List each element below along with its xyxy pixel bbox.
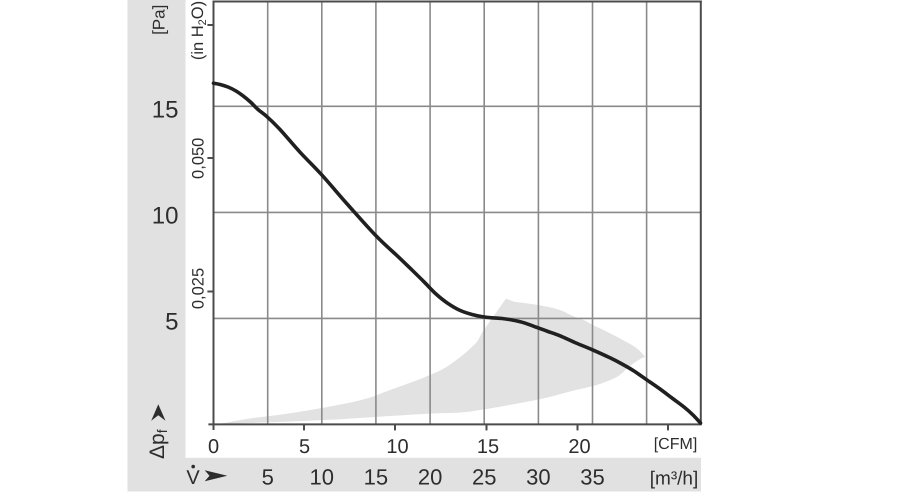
svg-text:0,025: 0,025 — [190, 268, 208, 309]
svg-text:5: 5 — [299, 436, 310, 458]
svg-text:15: 15 — [364, 465, 388, 490]
svg-text:10: 10 — [152, 202, 179, 229]
svg-text:20: 20 — [418, 465, 442, 490]
svg-text:Δpf: Δpf — [146, 429, 170, 459]
svg-text:15: 15 — [477, 436, 499, 458]
svg-text:0: 0 — [208, 436, 219, 458]
svg-text:20: 20 — [568, 436, 590, 458]
svg-text:5: 5 — [165, 309, 178, 336]
svg-text:V: V — [186, 467, 200, 489]
svg-text:(in H2O): (in H2O) — [189, 1, 209, 60]
svg-text:[Pa]: [Pa] — [150, 5, 169, 35]
svg-text:35: 35 — [580, 465, 604, 490]
svg-text:25: 25 — [472, 465, 496, 490]
svg-text:0,050: 0,050 — [190, 138, 208, 179]
svg-text:10: 10 — [310, 465, 334, 490]
svg-text:5: 5 — [262, 465, 274, 490]
svg-text:10: 10 — [386, 436, 408, 458]
svg-text:[m³/h]: [m³/h] — [650, 468, 699, 489]
svg-text:[CFM]: [CFM] — [654, 436, 698, 453]
svg-text:15: 15 — [152, 96, 179, 123]
svg-text:30: 30 — [526, 465, 550, 490]
